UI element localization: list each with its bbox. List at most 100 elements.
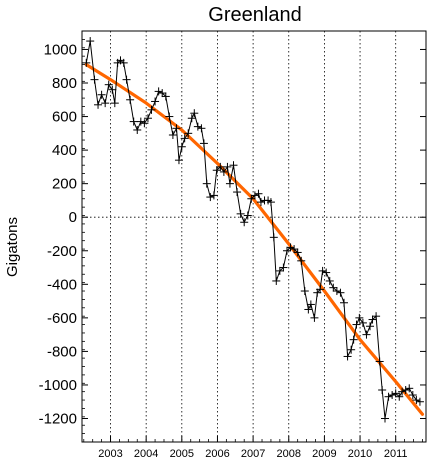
data-point — [352, 320, 361, 329]
data-point — [110, 99, 119, 108]
data-point — [355, 313, 364, 322]
data-point — [279, 263, 288, 272]
x-tick-label-7: 2010 — [348, 448, 372, 460]
data-point — [272, 276, 281, 285]
data-point — [151, 97, 160, 106]
data-point — [266, 198, 275, 207]
data-point — [82, 58, 91, 67]
data-point — [133, 125, 142, 134]
data-point — [282, 246, 291, 255]
data-point — [90, 75, 99, 84]
x-tick-label-8: 2011 — [384, 448, 408, 460]
y-tick-label-4: 200 — [52, 176, 77, 193]
y-tick-label-3: 400 — [52, 142, 77, 159]
x-tick-label-6: 2009 — [312, 448, 336, 460]
data-point — [368, 315, 377, 324]
data-point — [126, 95, 135, 104]
data-point — [209, 191, 218, 200]
data-point — [212, 166, 221, 175]
data-point — [187, 114, 196, 123]
data-point — [199, 139, 208, 148]
y-tick-label-9: -800 — [47, 343, 77, 360]
data-point — [119, 58, 128, 67]
x-tick-label-4: 2007 — [241, 448, 265, 460]
data-point — [101, 99, 110, 108]
data-point — [206, 193, 215, 202]
data-point — [316, 285, 325, 294]
data-point — [197, 124, 206, 133]
data-point — [384, 392, 393, 401]
data-point — [293, 248, 302, 257]
data-point — [349, 335, 358, 344]
observed-markers — [82, 37, 424, 423]
x-tick-label-1: 2004 — [134, 448, 158, 460]
y-tick-label-6: -200 — [47, 243, 77, 260]
data-point — [202, 179, 211, 188]
y-tick-label-0: 1000 — [44, 41, 77, 58]
data-point — [140, 119, 149, 128]
data-point — [378, 385, 387, 394]
data-point — [122, 75, 131, 84]
data-point — [184, 129, 193, 138]
data-point — [86, 37, 95, 46]
data-point — [233, 188, 242, 197]
data-point — [318, 266, 327, 275]
data-point — [223, 162, 232, 171]
data-point — [290, 245, 299, 254]
data-point — [256, 198, 265, 207]
data-point — [219, 167, 228, 176]
data-point — [158, 89, 167, 98]
y-axis: 1000 800 600 400 200 0 -200 -400 -600 -800 -1000 -1… — [39, 30, 426, 443]
data-point — [300, 287, 309, 296]
data-point — [286, 243, 295, 252]
data-point — [325, 276, 334, 285]
data-point — [306, 300, 315, 309]
data-point — [250, 191, 259, 200]
data-point — [97, 90, 106, 99]
x-axis: 2003 2004 2005 2006 2007 2008 2009 2010 2011 — [83, 436, 423, 460]
data-point — [180, 134, 189, 143]
data-point — [236, 209, 245, 218]
data-point — [240, 218, 249, 227]
y-axis-label: Gigatons — [4, 217, 21, 277]
data-point — [104, 80, 113, 89]
y-tick-label-11: -1200 — [39, 411, 77, 428]
data-point — [398, 387, 407, 396]
chart-title: Greenland — [208, 4, 301, 26]
data-point — [322, 268, 331, 277]
data-point — [254, 189, 263, 198]
data-point — [275, 266, 284, 275]
data-point — [388, 391, 397, 400]
data-point — [243, 211, 252, 220]
data-point — [310, 313, 319, 322]
data-point — [172, 124, 181, 133]
data-point — [375, 357, 384, 366]
data-point — [347, 345, 356, 354]
data-point — [329, 283, 338, 292]
data-point — [412, 396, 421, 405]
data-point — [366, 322, 375, 331]
y-tick-label-2: 600 — [52, 109, 77, 126]
data-point — [174, 156, 183, 165]
data-point — [94, 100, 103, 109]
data-point — [381, 414, 390, 423]
y-tick-label-5: 0 — [69, 209, 77, 226]
x-tick-label-0: 2003 — [98, 448, 122, 460]
data-point — [372, 312, 381, 321]
data-point — [229, 161, 238, 170]
y-tick-label-8: -600 — [47, 310, 77, 327]
data-point — [161, 92, 170, 101]
data-point — [165, 112, 174, 121]
data-point — [147, 105, 156, 114]
data-point — [177, 142, 186, 151]
data-point — [332, 287, 341, 296]
data-point — [225, 179, 234, 188]
data-point — [108, 85, 117, 94]
data-point — [304, 305, 313, 314]
data-point — [336, 288, 345, 297]
plot-frame — [81, 30, 427, 443]
data-point — [405, 384, 414, 393]
data-point — [143, 114, 152, 123]
data-point — [362, 330, 371, 339]
